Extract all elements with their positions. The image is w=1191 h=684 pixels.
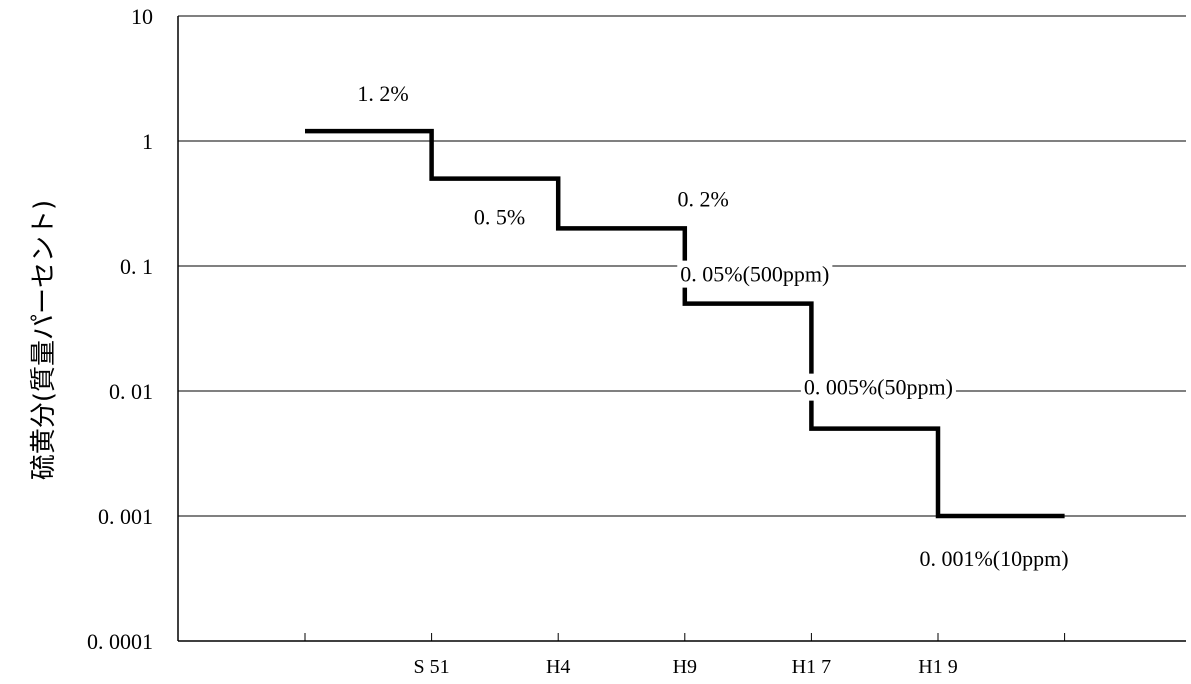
x-tick-labels: S 51 H4 H9 H1 7 H1 9 xyxy=(414,656,958,678)
x-tick-label: S 51 xyxy=(414,656,450,678)
y-tick-label: 0. 0001 xyxy=(87,629,153,654)
y-tick-label: 0. 01 xyxy=(109,379,153,404)
data-labels: 1. 2% 0. 5% 0. 2% 0. 05%(500ppm) 0. 005%(50p… xyxy=(354,80,1072,572)
x-tick-label: H1 9 xyxy=(918,656,957,678)
data-label: 0. 001%(10ppm) xyxy=(919,546,1068,571)
data-label-background xyxy=(677,260,833,288)
y-tick-label: 0. 1 xyxy=(120,254,153,279)
y-tick-label: 10 xyxy=(131,4,153,29)
x-tick-label: H1 7 xyxy=(792,656,831,678)
data-label: 0. 5% xyxy=(474,205,525,230)
data-label-background xyxy=(916,545,1072,572)
data-label: 0. 005%(50ppm) xyxy=(804,375,953,400)
y-tick-label: 0. 001 xyxy=(98,504,153,529)
data-label-background xyxy=(800,373,956,401)
y-axis-title: 硫黄分(質量パーセント) xyxy=(29,200,59,480)
data-label: 0. 2% xyxy=(678,186,729,211)
data-label-background xyxy=(674,185,732,213)
data-label-background xyxy=(470,203,529,231)
data-label: 0. 05%(500ppm) xyxy=(680,262,829,287)
x-tick-label: H4 xyxy=(546,656,570,678)
y-tick-labels: 10 1 0. 1 0. 01 0. 001 0. 0001 xyxy=(87,4,153,654)
y-tick-label: 1 xyxy=(142,129,153,154)
data-label-background xyxy=(354,80,412,108)
axes xyxy=(177,16,1186,642)
data-label: 1. 2% xyxy=(357,81,408,106)
x-tick-label: H9 xyxy=(673,656,697,678)
